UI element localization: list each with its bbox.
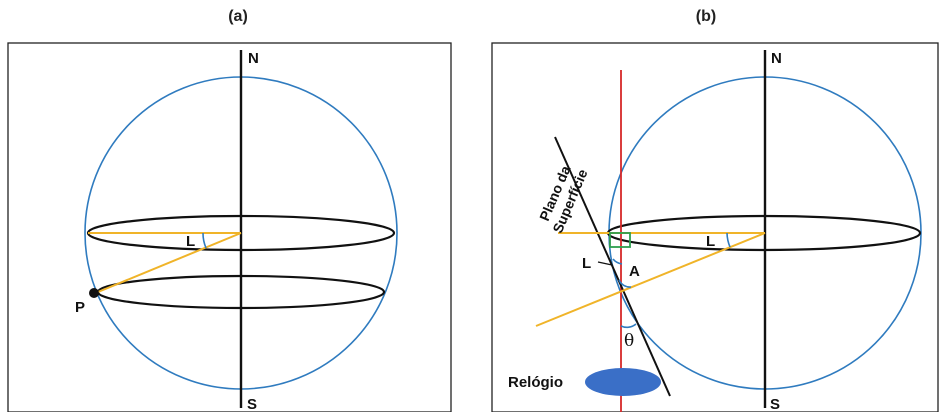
panel-b: (b) Plano da Superfície N bbox=[491, 8, 939, 412]
panel-a-latitude-radius bbox=[97, 232, 242, 293]
panel-b-angle-a-label: A bbox=[629, 263, 640, 280]
panel-b-latitude-center-label: L bbox=[706, 233, 715, 250]
panel-a-latitude-arc bbox=[202, 232, 207, 249]
panel-b-left-latitude-arc bbox=[612, 258, 623, 265]
panel-b-frame bbox=[491, 42, 939, 412]
panel-b-clock-label: Relógio bbox=[508, 374, 563, 391]
panel-b-left-latitude-pointer bbox=[597, 261, 613, 266]
panel-b-latitude-left-label: L bbox=[582, 255, 591, 272]
panel-b-theta-label: θ bbox=[624, 331, 634, 351]
panel-a-north-label: N bbox=[248, 50, 259, 67]
panel-a-frame bbox=[7, 42, 452, 412]
panel-a-latitude-label: L bbox=[186, 233, 195, 250]
panel-b-latitude-arc bbox=[726, 232, 731, 248]
panel-b-north-label: N bbox=[771, 50, 782, 67]
panel-b-sun-ray bbox=[535, 232, 766, 327]
panel-b-title: (b) bbox=[696, 8, 716, 25]
panel-b-south-label: S bbox=[770, 396, 780, 412]
panel-b-surface-plane bbox=[554, 136, 671, 397]
panel-b-right-angle bbox=[609, 232, 631, 248]
panel-b-clock bbox=[585, 368, 661, 396]
panel-b-angle-a-arc bbox=[618, 279, 632, 288]
panel-a: (a) N S L P bbox=[7, 8, 452, 412]
panel-a-point-p bbox=[89, 288, 99, 298]
panel-a-south-label: S bbox=[247, 396, 257, 412]
panel-a-point-label: P bbox=[75, 299, 85, 316]
panel-a-title: (a) bbox=[228, 8, 248, 25]
panel-b-theta-arc bbox=[620, 323, 637, 329]
